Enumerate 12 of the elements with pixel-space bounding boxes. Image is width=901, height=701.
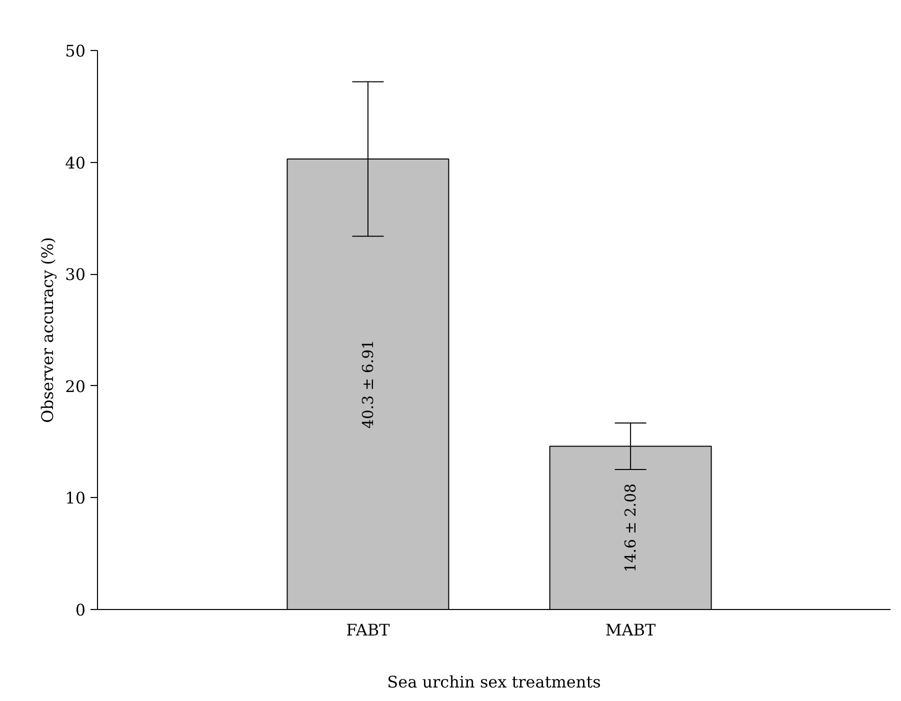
data-label: 14.6 ± 2.08	[622, 483, 640, 572]
data-label: 40.3 ± 6.91	[358, 340, 377, 429]
y-tick-label: 20	[65, 376, 86, 396]
y-tick-label: 30	[65, 265, 86, 284]
y-tick-label: 0	[75, 600, 86, 620]
y-tick-label: 40	[65, 153, 86, 172]
y-axis-title: Observer accuracy (%)	[38, 237, 58, 423]
y-tick-label: 50	[65, 42, 86, 60]
x-axis-title: Sea urchin sex treatments	[387, 672, 601, 692]
x-tick-label: FABT	[346, 620, 390, 640]
x-tick-label: MABT	[605, 620, 656, 640]
y-tick-label: 10	[65, 488, 86, 508]
